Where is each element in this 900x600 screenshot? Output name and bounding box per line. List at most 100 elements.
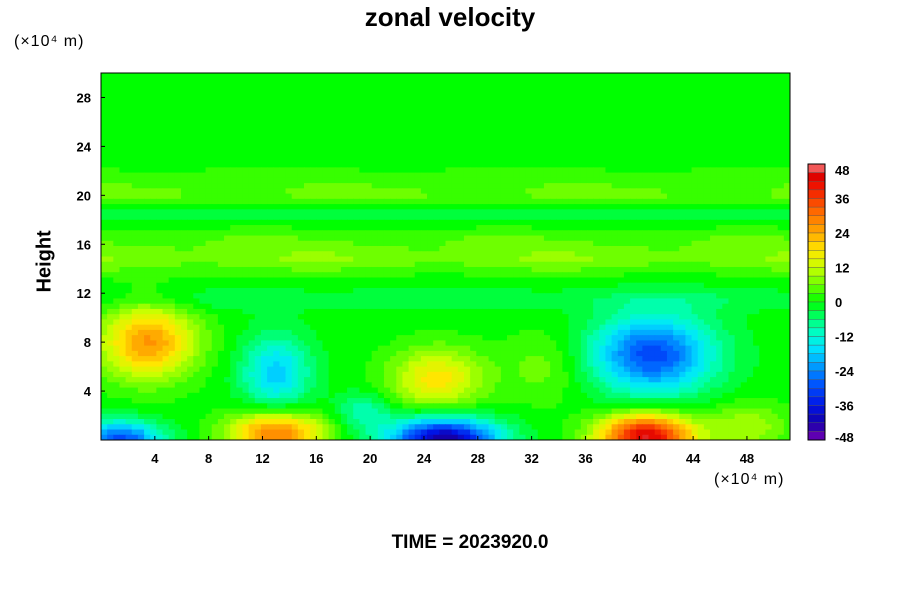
field-cell bbox=[162, 235, 170, 242]
field-cell bbox=[322, 120, 330, 127]
field-cell bbox=[470, 272, 477, 279]
field-cell bbox=[131, 141, 139, 147]
field-cell bbox=[451, 130, 459, 137]
field-cell bbox=[273, 204, 280, 210]
field-cell bbox=[242, 198, 250, 205]
field-cell bbox=[291, 282, 299, 289]
field-cell bbox=[716, 204, 723, 210]
y-axis-unit: (×10⁴ m) bbox=[14, 33, 85, 50]
field-cell bbox=[531, 240, 539, 247]
field-cell bbox=[457, 83, 465, 90]
field-cell bbox=[113, 230, 121, 237]
field-cell bbox=[340, 303, 348, 310]
field-cell bbox=[507, 125, 514, 132]
field-cell bbox=[279, 209, 287, 216]
field-cell bbox=[728, 219, 736, 226]
field-cell bbox=[685, 214, 693, 221]
field-cell bbox=[759, 256, 766, 263]
field-cell bbox=[488, 99, 496, 106]
field-cell bbox=[666, 151, 674, 158]
field-cell bbox=[691, 298, 699, 305]
field-cell bbox=[260, 293, 268, 300]
field-cell bbox=[353, 282, 360, 289]
field-cell bbox=[654, 141, 662, 147]
field-cell bbox=[224, 167, 231, 174]
field-cell bbox=[494, 277, 502, 284]
field-cell bbox=[525, 214, 533, 221]
field-cell bbox=[482, 183, 490, 189]
field-cell bbox=[125, 135, 133, 142]
field-cell bbox=[599, 120, 607, 127]
field-cell bbox=[482, 120, 490, 127]
field-cell bbox=[396, 104, 404, 111]
field-cell bbox=[396, 172, 404, 179]
field-cell bbox=[580, 298, 588, 305]
field-cell bbox=[150, 198, 157, 205]
field-cell bbox=[340, 256, 348, 263]
field-cell bbox=[119, 188, 127, 195]
field-cell bbox=[722, 235, 730, 242]
field-cell bbox=[488, 114, 496, 121]
field-cell bbox=[156, 293, 164, 300]
field-cell bbox=[666, 246, 674, 252]
field-cell bbox=[174, 183, 182, 189]
field-cell bbox=[297, 109, 305, 116]
field-cell bbox=[630, 88, 637, 95]
field-cell bbox=[710, 214, 717, 221]
field-cell bbox=[685, 198, 693, 205]
field-cell bbox=[310, 167, 317, 174]
field-cell bbox=[224, 151, 231, 158]
field-cell bbox=[297, 266, 305, 273]
field-cell bbox=[642, 256, 650, 263]
field-cell bbox=[334, 88, 342, 95]
field-cell bbox=[463, 156, 471, 163]
field-cell bbox=[716, 78, 723, 85]
field-cell bbox=[396, 125, 404, 132]
field-cell bbox=[451, 214, 459, 221]
field-cell bbox=[224, 172, 231, 179]
field-cell bbox=[248, 193, 256, 200]
field-cell bbox=[236, 125, 244, 132]
field-cell bbox=[648, 88, 656, 95]
field-cell bbox=[211, 177, 219, 184]
field-cell bbox=[716, 272, 723, 279]
field-cell bbox=[746, 104, 754, 111]
field-cell bbox=[586, 277, 594, 284]
field-cell bbox=[224, 198, 231, 205]
field-cell bbox=[586, 204, 594, 210]
field-cell bbox=[353, 272, 360, 279]
field-cell bbox=[636, 225, 643, 231]
field-cell bbox=[482, 130, 490, 137]
field-cell bbox=[365, 172, 373, 179]
field-cell bbox=[383, 104, 391, 111]
field-cell bbox=[482, 225, 490, 231]
field-cell bbox=[180, 282, 188, 289]
field-cell bbox=[285, 120, 293, 127]
field-cell bbox=[636, 198, 643, 205]
field-cell bbox=[260, 246, 268, 252]
field-cell bbox=[550, 230, 557, 237]
field-cell bbox=[463, 93, 471, 100]
field-cell bbox=[457, 204, 465, 210]
field-cell bbox=[137, 104, 145, 111]
field-cell bbox=[783, 261, 790, 268]
field-cell bbox=[507, 266, 514, 273]
field-cell bbox=[759, 277, 766, 284]
field-cell bbox=[168, 78, 176, 85]
field-cell bbox=[439, 135, 447, 142]
field-cell bbox=[488, 266, 496, 273]
field-cell bbox=[445, 162, 453, 168]
field-cell bbox=[494, 225, 502, 231]
field-cell bbox=[457, 156, 465, 163]
field-cell bbox=[383, 109, 391, 116]
field-cell bbox=[783, 114, 790, 121]
field-cell bbox=[144, 282, 151, 289]
field-cell bbox=[230, 230, 237, 237]
field-cell bbox=[611, 73, 619, 79]
field-cell bbox=[710, 93, 717, 100]
field-cell bbox=[113, 209, 121, 216]
field-cell bbox=[525, 251, 533, 258]
field-cell bbox=[211, 293, 219, 300]
field-cell bbox=[611, 125, 619, 132]
field-cell bbox=[267, 193, 274, 200]
